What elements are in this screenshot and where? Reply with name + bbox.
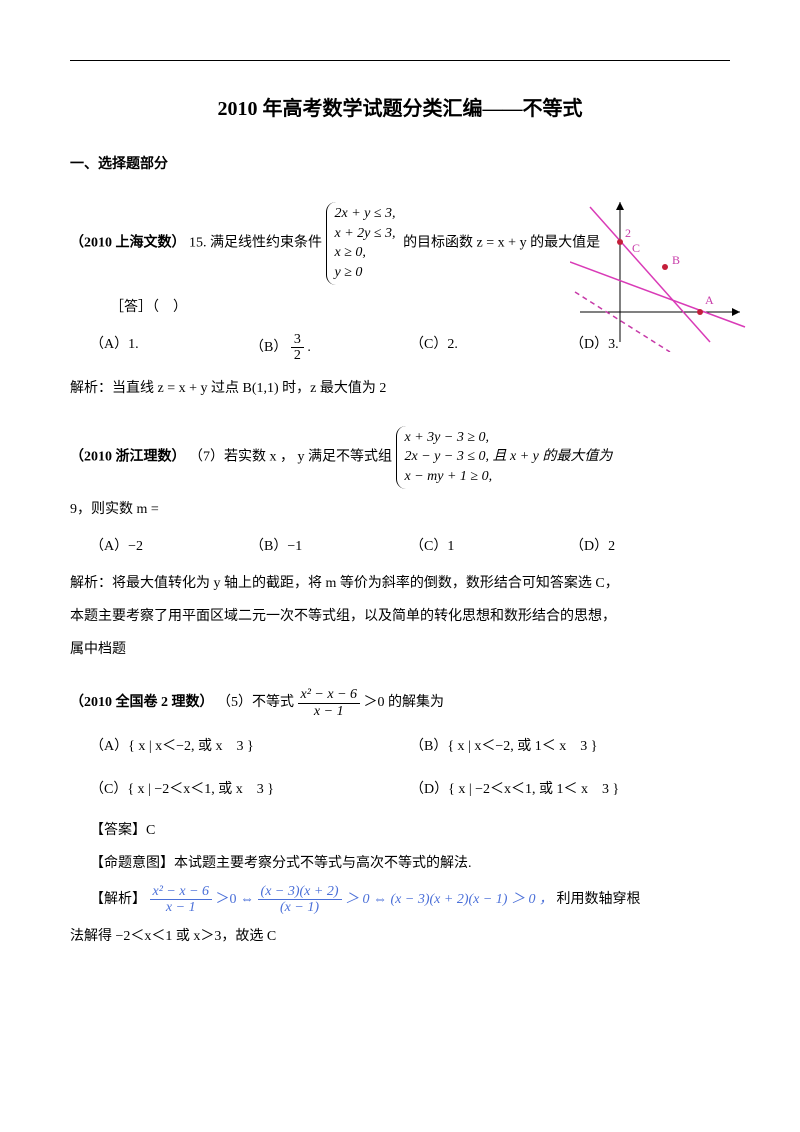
sol-label: 【解析】	[90, 892, 146, 907]
option-c: （C）2.	[410, 332, 510, 364]
p3-answer: 【答案】C	[90, 818, 730, 843]
p3-qpost: ＞0 的解集为	[364, 696, 445, 711]
option-b: （B）{ x | x＜−2, 或 1＜ x 3 }	[410, 734, 730, 759]
frac-num: (x − 3)(x + 2)	[258, 884, 342, 900]
p2-options: （A）−2 （B）−1 （C）1 （D）2	[90, 534, 730, 559]
sys-row: y ≥ 0	[335, 263, 396, 283]
graph-point-b: B	[672, 253, 680, 267]
p2-qtext: （7）若实数 x ， y 满足不等式组	[189, 449, 392, 464]
sys-row: 2x − y − 3 ≤ 0, 且 x + y 的最大值为	[405, 447, 613, 467]
p3-qpre: （5）不等式	[217, 696, 294, 711]
p2-system: x + 3y − 3 ≥ 0, 2x − y − 3 ≤ 0, 且 x + y …	[396, 426, 617, 489]
feasible-region-graph: 2 C B A	[570, 192, 750, 352]
frac-num: 3	[291, 332, 304, 348]
p1-source: （2010 上海文数）	[70, 236, 186, 251]
frac-den: 2	[291, 348, 304, 363]
sol-after: 利用数轴穿根	[556, 892, 640, 907]
p2-source: （2010 浙江理数）	[70, 449, 186, 464]
p1-system: 2x + y ≤ 3, x + 2y ≤ 3, x ≥ 0, y ≥ 0	[326, 202, 400, 284]
sys-row: x ≥ 0,	[335, 243, 396, 263]
problem-3: （2010 全国卷 2 理数） （5）不等式 x² − x − 6 x − 1 …	[70, 687, 730, 949]
p2-analysis-1: 解析：将最大值转化为 y 轴上的截距，将 m 等价为斜率的倒数，数形结合可知答案…	[70, 571, 730, 596]
option-d: （D）{ x | −2＜x＜1, 或 1＜ x 3 }	[410, 777, 730, 802]
p2-line2: 9，则实数 m =	[70, 497, 730, 522]
p2-stem: （2010 浙江理数） （7）若实数 x ， y 满足不等式组 x + 3y −…	[70, 426, 730, 489]
option-b: （B） 3 2 .	[250, 332, 350, 364]
frac-num: x² − x − 6	[298, 687, 361, 703]
sys-row: 2x + y ≤ 3,	[335, 204, 396, 224]
option-a: （A）1.	[90, 332, 190, 364]
frac-den: (x − 1)	[258, 900, 342, 915]
p3-intent: 【命题意图】本试题主要考察分式不等式与高次不等式的解法.	[90, 851, 730, 876]
option-a: （A）{ x | x＜−2, 或 x 3 }	[90, 734, 410, 759]
sol-tail: ＞ 0 ⇔ (x − 3)(x + 2)(x − 1) ＞ 0 ，	[345, 892, 553, 907]
p1-analysis: 解析：当直线 z = x + y 过点 B(1,1) 时，z 最大值为 2	[70, 376, 730, 401]
p1-qnum: 15. 满足线性约束条件	[189, 236, 322, 251]
option-a: （A）−2	[90, 534, 190, 559]
sys-row: x − my + 1 ≥ 0,	[405, 467, 613, 487]
section-heading: 一、选择题部分	[70, 152, 730, 177]
p2-analysis-3: 属中档题	[70, 637, 730, 662]
graph-point-c: C	[632, 241, 640, 255]
option-c: （C）1	[410, 534, 510, 559]
option-c: （C）{ x | −2＜x＜1, 或 x 3 }	[90, 777, 410, 802]
fraction-icon: 3 2	[291, 332, 304, 364]
option-d: （D）2	[570, 534, 670, 559]
sys-row: x + 2y ≤ 3,	[335, 224, 396, 244]
p3-options: （A）{ x | x＜−2, 或 x 3 } （B）{ x | x＜−2, 或 …	[90, 734, 730, 802]
fraction-icon: x² − x − 6 x − 1	[150, 884, 213, 916]
graph-label-2: 2	[625, 226, 631, 240]
frac-num: x² − x − 6	[150, 884, 213, 900]
sol-mid: ＞0 ⇔	[216, 892, 255, 907]
problem-2: （2010 浙江理数） （7）若实数 x ， y 满足不等式组 x + 3y −…	[70, 426, 730, 663]
sol-expression: x² − x − 6 x − 1 ＞0 ⇔ (x − 3)(x + 2) (x …	[150, 892, 557, 907]
fraction-icon: (x − 3)(x + 2) (x − 1)	[258, 884, 342, 916]
option-b: （B）−1	[250, 534, 350, 559]
problem-1: 2 C B A （2010 上海文数） 15. 满足线性约束条件 2x + y …	[70, 202, 730, 401]
frac-den: x − 1	[150, 900, 213, 915]
fraction-icon: x² − x − 6 x − 1	[298, 687, 361, 719]
frac-den: x − 1	[298, 704, 361, 719]
p2-analysis-2: 本题主要考察了用平面区域二元一次不等式组，以及简单的转化思想和数形结合的思想，	[70, 604, 730, 629]
sys-row: x + 3y − 3 ≥ 0,	[405, 428, 613, 448]
p3-stem: （2010 全国卷 2 理数） （5）不等式 x² − x − 6 x − 1 …	[70, 687, 730, 719]
opt-b-post: .	[307, 340, 311, 355]
graph-point-a: A	[705, 293, 714, 307]
p3-source: （2010 全国卷 2 理数）	[70, 696, 214, 711]
top-rule	[70, 60, 730, 61]
p3-solution: 【解析】 x² − x − 6 x − 1 ＞0 ⇔ (x − 3)(x + 2…	[90, 884, 730, 916]
page-title: 2010 年高考数学试题分类汇编——不等式	[70, 91, 730, 127]
p3-sol-line2: 法解得 −2＜x＜1 或 x＞3，故选 C	[70, 924, 730, 949]
opt-b-pre: （B）	[250, 340, 287, 355]
